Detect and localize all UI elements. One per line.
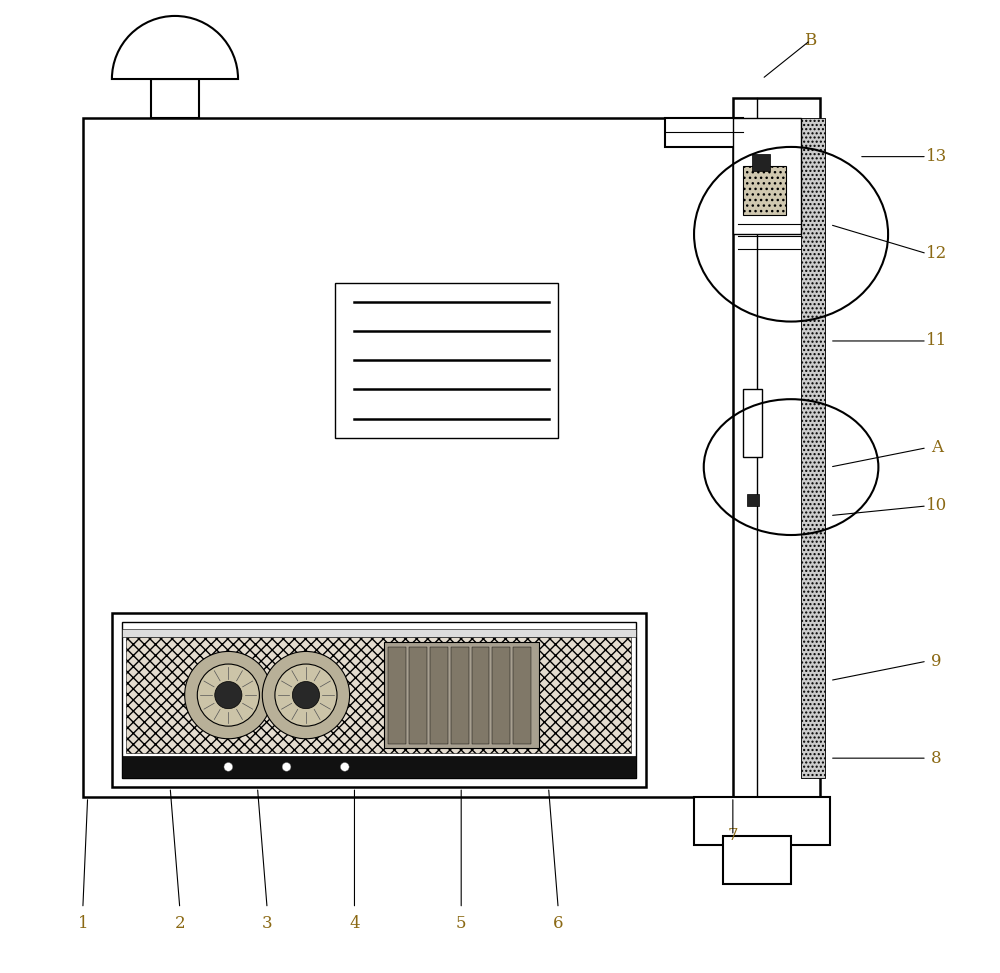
Bar (694, 797, 830, 846)
Text: A: A (931, 439, 943, 456)
Bar (743, 389, 762, 457)
Text: 12: 12 (926, 245, 947, 262)
Bar (384, 642, 539, 748)
Bar (743, 166, 786, 215)
Text: 3: 3 (262, 915, 272, 931)
Text: 6: 6 (553, 915, 563, 931)
Text: 4: 4 (349, 915, 360, 931)
Circle shape (197, 664, 259, 726)
Bar (747, 494, 759, 506)
Bar (122, 623, 636, 777)
Bar (513, 647, 531, 743)
Bar (451, 647, 469, 743)
Text: 10: 10 (926, 497, 947, 515)
Wedge shape (112, 16, 238, 79)
Circle shape (292, 681, 320, 708)
Circle shape (185, 652, 272, 739)
Bar (388, 647, 406, 743)
Bar (335, 283, 558, 438)
Text: 13: 13 (926, 148, 947, 165)
Bar (83, 118, 743, 797)
Text: 9: 9 (931, 653, 942, 669)
Bar (122, 756, 636, 777)
Bar (733, 118, 801, 234)
Circle shape (340, 763, 349, 772)
Text: 8: 8 (931, 749, 942, 767)
Bar (409, 647, 427, 743)
Bar (122, 630, 636, 637)
Text: 2: 2 (175, 915, 185, 931)
Bar (801, 118, 825, 777)
Bar (151, 79, 199, 118)
Bar (112, 613, 646, 787)
Circle shape (275, 664, 337, 726)
Text: 5: 5 (456, 915, 466, 931)
Circle shape (224, 763, 233, 772)
Bar (126, 637, 631, 753)
Bar (492, 647, 510, 743)
Bar (752, 154, 770, 171)
Text: B: B (804, 32, 817, 49)
Bar (733, 98, 820, 797)
Circle shape (215, 681, 242, 708)
Circle shape (282, 763, 291, 772)
Text: 1: 1 (77, 915, 88, 931)
Bar (723, 836, 791, 884)
Text: 7: 7 (728, 827, 738, 845)
Bar (472, 647, 489, 743)
Bar (430, 647, 448, 743)
Bar (665, 118, 743, 147)
Text: 11: 11 (926, 333, 947, 349)
Bar (801, 118, 825, 777)
Circle shape (262, 652, 350, 739)
